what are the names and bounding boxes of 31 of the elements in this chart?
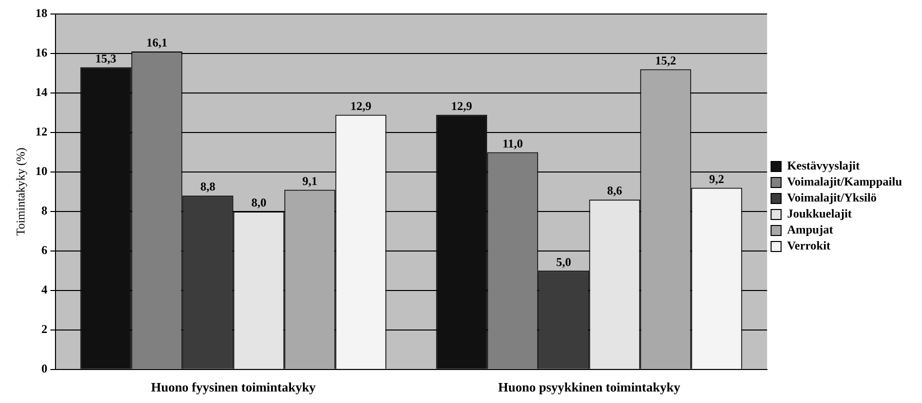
legend-label: Voimalajit/Kamppailu (787, 174, 902, 189)
x-tick-label: Huono fyysinen toimintakyky (150, 380, 316, 395)
legend-label: Ampujat (787, 222, 834, 237)
legend-label: Kestävyyslajit (787, 158, 860, 173)
data-label: 12,9 (451, 98, 472, 113)
legend-label: Voimalajit/Yksilö (787, 190, 877, 205)
data-label: 11,0 (502, 136, 523, 150)
x-tick-label: Huono psyykkinen toimintakyky (498, 380, 681, 395)
y-tick-label: 16 (35, 46, 48, 60)
y-tick-label: 12 (35, 124, 48, 139)
data-label: 8,6 (607, 184, 622, 198)
data-label: 9,2 (709, 172, 724, 186)
data-label: 15,3 (95, 51, 116, 66)
legend-label: Joukkuelajit (787, 206, 852, 221)
data-label: 5,0 (556, 254, 572, 269)
y-tick-label: 0 (41, 361, 48, 376)
y-axis-title: Toimintakyky (%) (13, 148, 28, 236)
data-label: 15,2 (655, 53, 676, 68)
data-label: 9,1 (302, 174, 318, 188)
y-tick-label: 14 (35, 85, 48, 100)
y-tick-label: 6 (41, 243, 48, 258)
y-tick-label: 8 (41, 204, 48, 218)
y-tick-label: 4 (41, 282, 48, 297)
data-label: 8,8 (200, 180, 216, 194)
data-label: 16,1 (146, 36, 168, 50)
data-label: 12,9 (350, 98, 372, 113)
y-tick-label: 18 (35, 6, 48, 20)
y-tick-label: 10 (35, 164, 48, 178)
data-label: 8,0 (251, 196, 266, 210)
y-tick-label: 2 (41, 322, 48, 336)
legend-label: Verrokit (787, 238, 830, 253)
